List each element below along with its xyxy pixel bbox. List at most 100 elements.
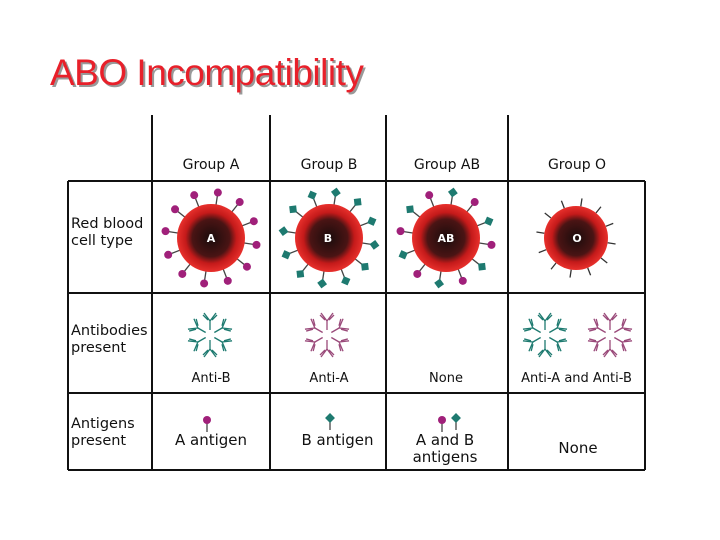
- red-cell: [544, 206, 608, 270]
- antibody: [522, 318, 541, 334]
- column-header: Group AB: [413, 157, 481, 173]
- antibody: [331, 336, 350, 352]
- antigen-a: [223, 276, 232, 285]
- spike: [538, 249, 547, 254]
- artwork: [161, 187, 633, 432]
- spike: [569, 269, 572, 278]
- antigen-label: None: [558, 439, 598, 457]
- antigen-a: [487, 240, 496, 249]
- antigen-b: [398, 250, 408, 260]
- antigen-b: [367, 216, 377, 226]
- antigen-b: [478, 262, 486, 271]
- antigen-a: [396, 227, 405, 236]
- red-cell: [177, 204, 245, 272]
- antibody: [187, 318, 206, 334]
- antigen-a: [470, 198, 479, 207]
- spike: [536, 231, 545, 234]
- row-label: Antigens present: [71, 416, 135, 449]
- spike: [595, 206, 602, 214]
- spike: [587, 267, 592, 276]
- cell-type: A: [206, 232, 216, 245]
- spike: [550, 262, 557, 270]
- antigen-label: B antigen: [301, 431, 374, 449]
- antibody: [614, 318, 633, 334]
- antigen-label: A antigen: [174, 431, 248, 449]
- antigen-b: [296, 270, 305, 278]
- column-header: Group O: [547, 157, 607, 173]
- cell-type: O: [572, 232, 582, 245]
- antigen-a: [203, 416, 211, 424]
- antibody: [537, 312, 553, 330]
- spike: [600, 257, 608, 264]
- spike: [544, 212, 552, 219]
- antigen-a: [200, 279, 209, 288]
- antigen-a: [161, 227, 170, 236]
- antibody: [214, 318, 233, 334]
- antibody: [202, 340, 218, 358]
- antigen-b: [307, 190, 317, 200]
- antigen-a: [252, 240, 261, 249]
- antigen-a: [178, 269, 187, 278]
- antibody-label: None: [429, 371, 463, 386]
- antigen-b: [330, 187, 341, 198]
- antibody: [187, 336, 206, 352]
- antibody: [522, 336, 541, 352]
- antigen-b: [447, 187, 458, 198]
- antigen-b: [278, 226, 289, 237]
- antibody: [614, 336, 633, 352]
- antigen-a: [190, 191, 199, 200]
- antigen-b: [353, 198, 362, 206]
- antigen-a: [164, 250, 173, 259]
- spike: [560, 200, 565, 209]
- antigen-b: [289, 205, 297, 214]
- antibody: [202, 312, 218, 330]
- antigen-a: [171, 205, 180, 214]
- antigen-b: [341, 276, 351, 286]
- antigen-b: [281, 250, 291, 260]
- spike: [607, 242, 616, 245]
- antibody: [319, 340, 335, 358]
- antibody: [537, 340, 553, 358]
- antibody-label: Anti-A and Anti-B: [521, 371, 632, 386]
- antigen-a: [413, 269, 422, 278]
- row-label: Antibodies present: [71, 323, 148, 356]
- table-grid: [67, 115, 646, 471]
- antigen-b: [317, 278, 328, 289]
- antigen-b: [369, 239, 380, 250]
- red-cell: [412, 204, 480, 272]
- cell-type: B: [323, 232, 333, 245]
- antibody-label: Anti-A: [309, 371, 349, 386]
- antibody: [602, 312, 618, 330]
- antigen-b: [361, 262, 369, 271]
- antigen-a: [249, 217, 258, 226]
- antigen-b: [325, 413, 335, 423]
- antigen-a: [438, 416, 446, 424]
- antigen-b: [406, 205, 414, 214]
- column-header: Group B: [300, 157, 358, 173]
- antibody: [587, 336, 606, 352]
- antigen-a: [213, 188, 222, 197]
- antibody: [304, 336, 323, 352]
- cell-type: AB: [437, 232, 455, 245]
- title: ABO Incompatibility: [50, 52, 364, 93]
- antibody-label: Anti-B: [191, 371, 231, 386]
- antibody: [602, 340, 618, 358]
- antibody: [214, 336, 233, 352]
- antigen-a: [235, 198, 244, 207]
- antigen-a: [425, 191, 434, 200]
- antibody: [331, 318, 350, 334]
- antibody: [549, 318, 568, 334]
- antibody: [319, 312, 335, 330]
- antigen-b: [484, 216, 494, 226]
- antibody: [304, 318, 323, 334]
- antigen-a: [242, 262, 251, 271]
- spike: [605, 222, 614, 227]
- antigen-b: [451, 413, 461, 423]
- column-header: Group A: [182, 157, 240, 173]
- antigen-b: [434, 278, 445, 289]
- red-cell: [295, 204, 363, 272]
- row-label: Red blood cell type: [71, 216, 144, 249]
- antigen-a: [458, 276, 467, 285]
